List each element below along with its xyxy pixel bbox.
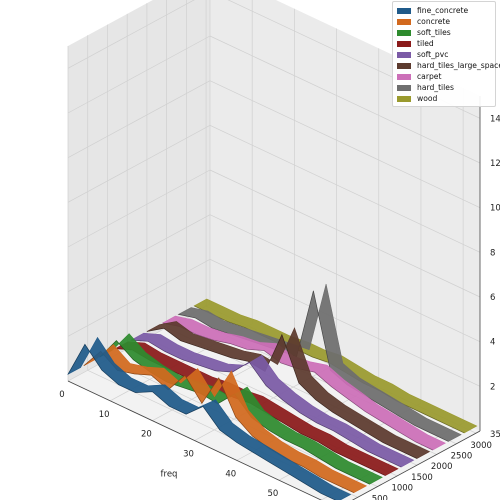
x-axis-line [67, 380, 322, 500]
y-tick-label: 500 [372, 494, 388, 500]
legend-item-fine_concrete: fine_concrete [397, 5, 491, 16]
grid-line-z-back [209, 214, 481, 342]
legend-label: carpet [417, 72, 442, 81]
legend-item-tiled: tiled [397, 38, 491, 49]
z-tick-label: 8 [490, 248, 495, 258]
legend-label: soft_tiles [417, 28, 451, 37]
legend-item-concrete: concrete [397, 16, 491, 27]
x-tick-label: 50 [268, 489, 279, 499]
left-pane [68, 0, 210, 381]
z-tick-label: 10 [490, 204, 500, 214]
y-tick-label: 3000 [470, 441, 492, 451]
legend-swatch [397, 95, 411, 102]
surface-carpet [161, 315, 446, 451]
grid-line-z-back [209, 259, 481, 387]
legend-item-hard_tiles: hard_tiles [397, 82, 491, 93]
legend-item-carpet: carpet [397, 71, 491, 82]
z-tick-label: 14 [490, 114, 500, 124]
grid-line-z-back [209, 169, 481, 298]
z-tick-label: 4 [490, 338, 495, 348]
grid-line-z-left [67, 125, 211, 203]
legend-label: tiled [417, 39, 434, 48]
profile-hard_tiles [178, 290, 449, 442]
profile-concrete [83, 350, 354, 494]
y-tick-label: 2000 [431, 462, 453, 472]
surface-hard_tiles_large_space [146, 321, 431, 459]
z-tick-label: 12 [490, 159, 500, 169]
legend-label: hard_tiles [417, 83, 454, 92]
x-tick-label: 20 [141, 430, 152, 440]
grid-line-z-left [67, 169, 211, 248]
series-fine_concrete [67, 336, 352, 500]
y-tick-label: 2500 [451, 452, 473, 462]
series-soft_pvc [130, 332, 415, 468]
legend-label: concrete [417, 17, 451, 26]
series-surfaces [67, 283, 478, 500]
axis-lines [67, 96, 481, 500]
legend-label: wood [417, 94, 438, 103]
profile-hard_tiles_large_space [146, 327, 418, 459]
legend-swatch [397, 84, 411, 91]
z-tick-label: 2 [490, 382, 495, 392]
legend-item-soft_pvc: soft_pvc [397, 49, 491, 60]
legend-label: fine_concrete [417, 6, 469, 15]
back-pane [210, 0, 480, 431]
tick-labels: 0102030405060050010001500200025003000350… [59, 114, 500, 500]
y-tick-label: 1000 [391, 484, 413, 494]
legend-item-hard_tiles_large_space: hard_tiles_large_space [397, 60, 500, 71]
legend-swatch [397, 40, 411, 47]
surface-fine_concrete [67, 336, 352, 500]
profile-fine_concrete [67, 343, 337, 500]
grid-line-z-back [209, 80, 481, 208]
legend-swatch [397, 7, 411, 14]
z-tick-label: 6 [490, 293, 495, 303]
x-tick-label: 30 [183, 450, 194, 460]
grid-line-z-left [67, 80, 211, 158]
legend-swatch [397, 62, 411, 69]
surface-soft_pvc [130, 332, 415, 468]
series-hard_tiles_large_space [146, 321, 431, 459]
x-tick-label: 0 [59, 390, 64, 400]
legend-item-wood: wood [397, 93, 491, 104]
grid-line-z-back [209, 125, 481, 253]
legend-swatch [397, 51, 411, 58]
x-tick-label: 40 [225, 469, 236, 479]
grid-line-z-back [209, 35, 481, 164]
profile-soft_pvc [131, 339, 402, 468]
grid-line-z-left [67, 0, 195, 69]
legend-swatch [397, 29, 411, 36]
legend-swatch [397, 73, 411, 80]
x-tick-label: 10 [99, 410, 110, 420]
y-tick-label: 1500 [411, 473, 433, 483]
y-axis-line [351, 430, 481, 500]
legend-swatch [397, 18, 411, 25]
grid-line-z-left [67, 35, 211, 114]
y-tick-label: 3500 [490, 430, 500, 440]
legend-label: hard_tiles_large_space [417, 61, 500, 70]
grid-line-z-left [67, 214, 211, 292]
legend-label: soft_pvc [417, 50, 449, 59]
legend-item-soft_tiles: soft_tiles [397, 27, 491, 38]
grid-line-z-left [67, 259, 211, 337]
x-axis-label: freq [161, 470, 178, 480]
